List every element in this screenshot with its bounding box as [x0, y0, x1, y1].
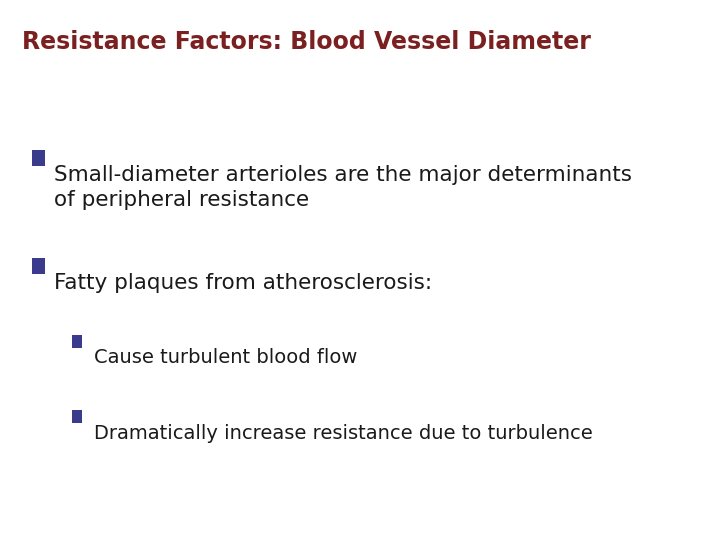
FancyBboxPatch shape [32, 258, 45, 274]
Text: Small-diameter arterioles are the major determinants
of peripheral resistance: Small-diameter arterioles are the major … [54, 165, 632, 210]
FancyBboxPatch shape [72, 335, 82, 348]
FancyBboxPatch shape [32, 150, 45, 166]
Text: Dramatically increase resistance due to turbulence: Dramatically increase resistance due to … [94, 424, 593, 443]
Text: Fatty plaques from atherosclerosis:: Fatty plaques from atherosclerosis: [54, 273, 432, 293]
Text: Cause turbulent blood flow: Cause turbulent blood flow [94, 348, 357, 367]
FancyBboxPatch shape [72, 410, 82, 423]
Text: Resistance Factors: Blood Vessel Diameter: Resistance Factors: Blood Vessel Diamete… [22, 30, 590, 53]
